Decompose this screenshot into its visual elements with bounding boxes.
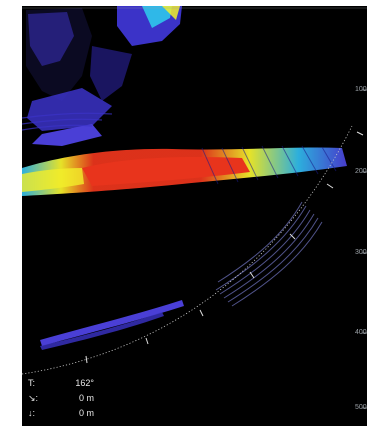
tilt-label: T: <box>28 378 36 388</box>
depth-readout: ↓: 0 m <box>28 406 94 421</box>
surface-clutter <box>26 6 182 146</box>
depth-label-200: 200 <box>355 168 367 175</box>
range-readout: ↘: 0 m <box>28 391 94 406</box>
depth-label-100: 100 <box>355 86 367 93</box>
depth-label: ↓: <box>28 408 36 418</box>
tilt-value: 162° <box>75 378 94 388</box>
sonar-display[interactable]: 100 200 300 400 500 T: 162° ↘: 0 m ↓: 0 m <box>22 6 367 426</box>
depth-label-300: 300 <box>355 249 367 256</box>
depth-label-500: 500 <box>355 404 367 411</box>
depth-label-400: 400 <box>355 329 367 336</box>
near-field-arcs <box>22 112 113 131</box>
range-label: ↘: <box>28 393 39 403</box>
sonar-echo-image <box>22 6 367 409</box>
bottom-echo <box>40 300 184 350</box>
main-echo-band <box>22 145 347 196</box>
tilt-readout: T: 162° <box>28 376 94 391</box>
depth-scale-ticks <box>362 89 367 409</box>
depth-value: 0 m <box>78 408 94 418</box>
range-value: 0 m <box>78 393 94 403</box>
range-ticks <box>85 131 364 364</box>
readout-panel: T: 162° ↘: 0 m ↓: 0 m <box>28 376 94 421</box>
lower-arcs <box>215 201 323 307</box>
